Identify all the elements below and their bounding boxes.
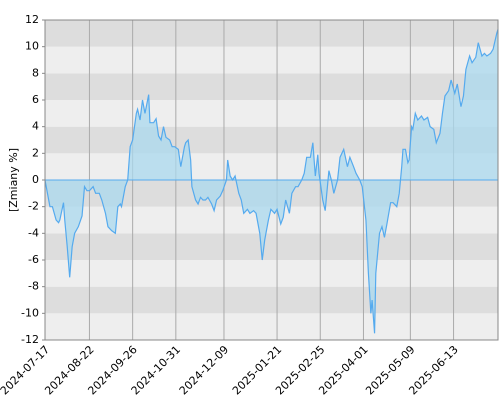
y-tick-label: 8 xyxy=(32,66,39,79)
y-axis-label: [Zmiany %] xyxy=(7,148,20,212)
y-tick-label: 2 xyxy=(32,146,39,159)
grid-band xyxy=(45,260,498,287)
plot-border xyxy=(44,19,499,341)
y-tick-label: -2 xyxy=(28,200,39,213)
grid-band xyxy=(45,100,498,127)
y-tick-label: -12 xyxy=(21,333,39,346)
grid-band xyxy=(45,286,498,314)
x-tick-label: 2024-12-09 xyxy=(177,343,231,397)
y-tick-label: 12 xyxy=(25,13,39,26)
y-tick-label: -4 xyxy=(28,226,39,239)
line xyxy=(44,29,499,334)
y-tick-label: -8 xyxy=(28,280,39,293)
grid-band xyxy=(45,206,498,234)
y-tick-label: 6 xyxy=(32,93,39,106)
grid-band xyxy=(45,46,498,74)
area xyxy=(45,29,498,334)
y-tick-label: 10 xyxy=(25,40,39,53)
y-tick-label: -10 xyxy=(21,306,39,319)
y-tick-label: 0 xyxy=(32,173,39,186)
grid-band xyxy=(45,313,498,340)
grid-band xyxy=(45,20,498,47)
grid-band xyxy=(45,233,498,260)
grid-band xyxy=(45,73,498,100)
y-tick-label: 4 xyxy=(32,120,39,133)
y-tick-label: -6 xyxy=(28,253,39,266)
